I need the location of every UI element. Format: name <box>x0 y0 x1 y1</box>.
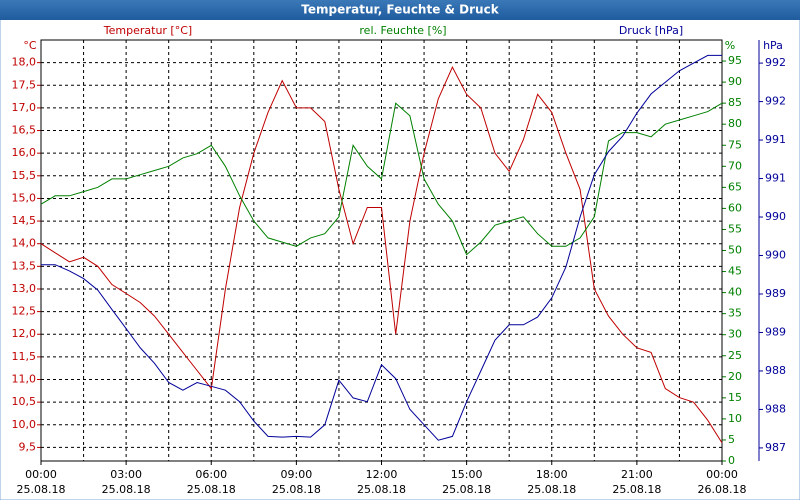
y3-tick-label: 991 <box>765 133 786 146</box>
legend-label: Temperatur [°C] <box>103 24 192 37</box>
y-tick-label: 10,0 <box>12 418 37 431</box>
y2-tick-label: 45 <box>728 265 742 278</box>
y2-tick-label: 0 <box>728 454 735 467</box>
plot-frame <box>40 39 723 462</box>
y-unit: °C <box>23 39 37 52</box>
y-tick-label: 15,5 <box>12 169 37 182</box>
y-tick-label: 10,5 <box>12 395 37 408</box>
title-bar <box>0 0 800 20</box>
x-tick-date: 25.08.18 <box>527 483 576 496</box>
y-tick-label: 12,5 <box>12 305 37 318</box>
y-tick-label: 11,5 <box>12 350 37 363</box>
y3-tick-label: 988 <box>765 364 786 377</box>
x-tick-date: 25.08.18 <box>102 483 151 496</box>
y-tick-label: 18,0 <box>12 56 37 69</box>
x-tick-time: 09:00 <box>281 468 313 481</box>
legend-label: rel. Feuchte [%] <box>359 24 446 37</box>
y-tick-label: 15,0 <box>12 191 37 204</box>
y-tick-label: 14,5 <box>12 214 37 227</box>
x-tick-time: 18:00 <box>536 468 568 481</box>
y2-tick-label: 50 <box>728 244 742 257</box>
x-tick-time: 00:00 <box>706 468 738 481</box>
y2-tick-label: 10 <box>728 412 742 425</box>
y3-tick-label: 989 <box>765 287 786 300</box>
y2-tick-label: 80 <box>728 117 742 130</box>
y2-tick-label: 95 <box>728 54 742 67</box>
x-tick-date: 25.08.18 <box>357 483 406 496</box>
y-tick-label: 16,5 <box>12 124 37 137</box>
y-tick-label: 17,5 <box>12 78 37 91</box>
x-tick-time: 06:00 <box>195 468 227 481</box>
y2-tick-label: 55 <box>728 222 742 235</box>
x-tick-time: 15:00 <box>451 468 483 481</box>
y3-tick-label: 992 <box>765 56 786 69</box>
y2-unit: % <box>725 39 735 52</box>
y2-tick-label: 40 <box>728 286 742 299</box>
y3-tick-label: 990 <box>765 210 786 223</box>
y3-tick-label: 987 <box>765 441 786 454</box>
y-tick-label: 13,5 <box>12 259 37 272</box>
y3-tick-label: 989 <box>765 325 786 338</box>
y3-tick-label: 988 <box>765 402 786 415</box>
y3-unit: hPa <box>763 39 783 52</box>
x-tick-time: 00:00 <box>25 468 57 481</box>
x-tick-time: 21:00 <box>621 468 653 481</box>
y-tick-label: 12,0 <box>12 327 37 340</box>
y3-tick-label: 992 <box>765 95 786 108</box>
y2-tick-label: 90 <box>728 75 742 88</box>
series-line <box>40 102 723 256</box>
y-tick-label: 13,0 <box>12 282 37 295</box>
y2-tick-label: 70 <box>728 159 742 172</box>
x-tick-date: 26.08.18 <box>698 483 747 496</box>
y2-tick-label: 35 <box>728 307 742 320</box>
y3-tick-label: 990 <box>765 249 786 262</box>
y-tick-label: 9,5 <box>19 440 37 453</box>
y2-tick-label: 20 <box>728 370 742 383</box>
series-line <box>40 66 723 444</box>
y3-tick-label: 991 <box>765 172 786 185</box>
x-tick-date: 25.08.18 <box>17 483 66 496</box>
y2-tick-label: 30 <box>728 328 742 341</box>
legend-label: Druck [hPa] <box>619 24 683 37</box>
y-tick-label: 16,0 <box>12 146 37 159</box>
y-tick-label: 11,0 <box>12 373 37 386</box>
y2-tick-label: 60 <box>728 201 742 214</box>
x-tick-date: 25.08.18 <box>612 483 661 496</box>
y2-tick-label: 5 <box>728 433 735 446</box>
series-line <box>41 54 722 441</box>
y-tick-label: 14,0 <box>12 237 37 250</box>
y2-tick-label: 25 <box>728 349 742 362</box>
x-tick-time: 03:00 <box>110 468 142 481</box>
chart-title: Temperatur, Feuchte & Druck <box>301 3 499 17</box>
x-tick-date: 25.08.18 <box>272 483 321 496</box>
y2-tick-label: 15 <box>728 391 742 404</box>
y-tick-label: 17,0 <box>12 101 37 114</box>
y2-tick-label: 85 <box>728 96 742 109</box>
y2-tick-label: 65 <box>728 180 742 193</box>
x-tick-date: 25.08.18 <box>442 483 491 496</box>
y2-tick-label: 75 <box>728 138 742 151</box>
x-tick-time: 12:00 <box>366 468 398 481</box>
x-tick-date: 25.08.18 <box>187 483 236 496</box>
